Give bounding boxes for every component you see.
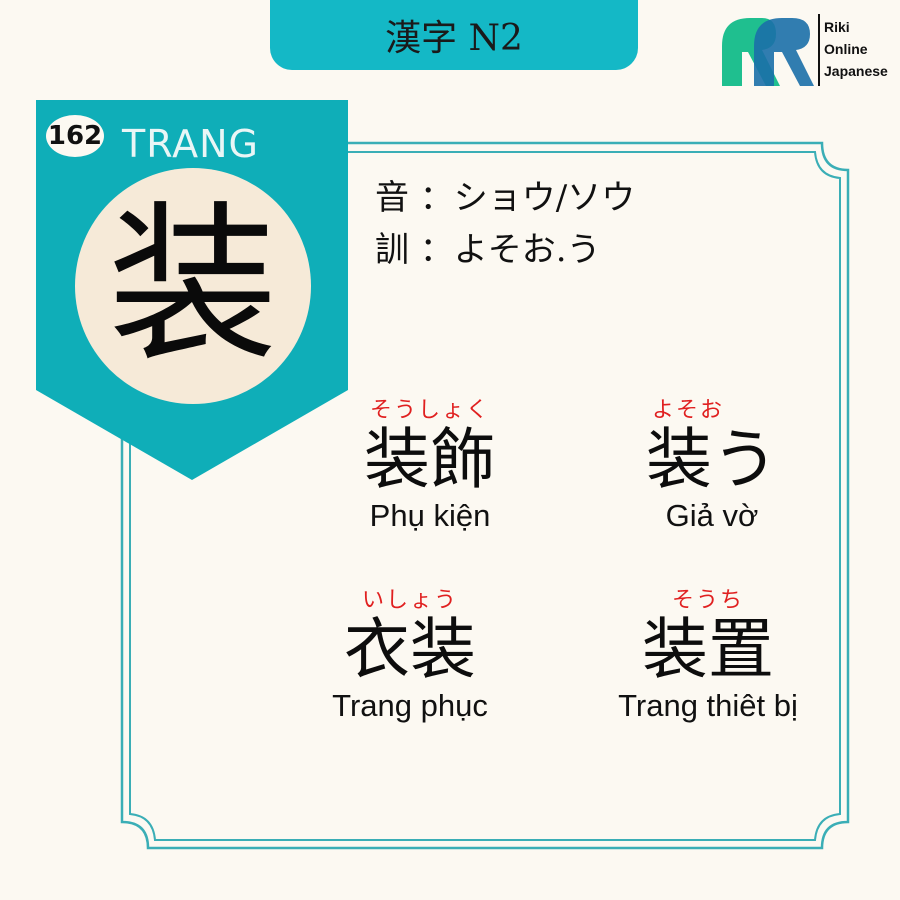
hanviet-reading: TRANG xyxy=(122,122,259,166)
vocab-meaning: Phụ kiện xyxy=(369,498,491,533)
vocab-item: そうち 装置 Trang thiêt bị xyxy=(590,582,826,724)
vocab-word: 装う xyxy=(646,421,778,498)
vocab-furigana: そうち xyxy=(671,588,744,613)
logo-divider xyxy=(818,14,820,86)
vocab-word: 装置 xyxy=(642,611,774,688)
vocab-meaning: Giả vờ xyxy=(665,498,759,533)
vocab-furigana: そうしょく xyxy=(369,398,490,423)
logo-line-1: Riki xyxy=(824,19,850,35)
vocab-word: 装飾 xyxy=(364,421,496,498)
vocab-meaning: Trang phục xyxy=(332,688,488,723)
logo-text: Riki Online Japanese xyxy=(824,16,888,82)
vocab-furigana: よそお xyxy=(652,398,725,423)
riki-logo-mark-icon xyxy=(722,18,814,86)
onyomi-reading: 音 ：ショウ/ソウ xyxy=(375,178,636,218)
vocab-meaning: Trang thiêt bị xyxy=(618,688,798,723)
level-title: 漢字 N2 xyxy=(385,18,523,59)
level-tab: 漢字 N2 xyxy=(270,0,638,70)
main-kanji-character: 装 xyxy=(107,187,278,385)
logo-line-3: Japanese xyxy=(824,63,888,79)
vocab-item: そうしょく 装飾 Phụ kiện xyxy=(330,392,530,534)
vocab-word: 衣装 xyxy=(344,611,476,688)
main-kanji: 装 xyxy=(75,168,311,404)
kanji-number: 162 xyxy=(46,115,104,157)
vocab-furigana: いしょう xyxy=(361,588,458,613)
vocab-item: いしょう 衣装 Trang phục xyxy=(300,582,520,724)
logo-line-2: Online xyxy=(824,41,868,57)
vocab-item: よそお 装う Giả vờ xyxy=(612,392,812,534)
kunyomi-reading: 訓 ：よそお.う xyxy=(375,230,601,270)
riki-logo: Riki Online Japanese xyxy=(718,12,898,94)
